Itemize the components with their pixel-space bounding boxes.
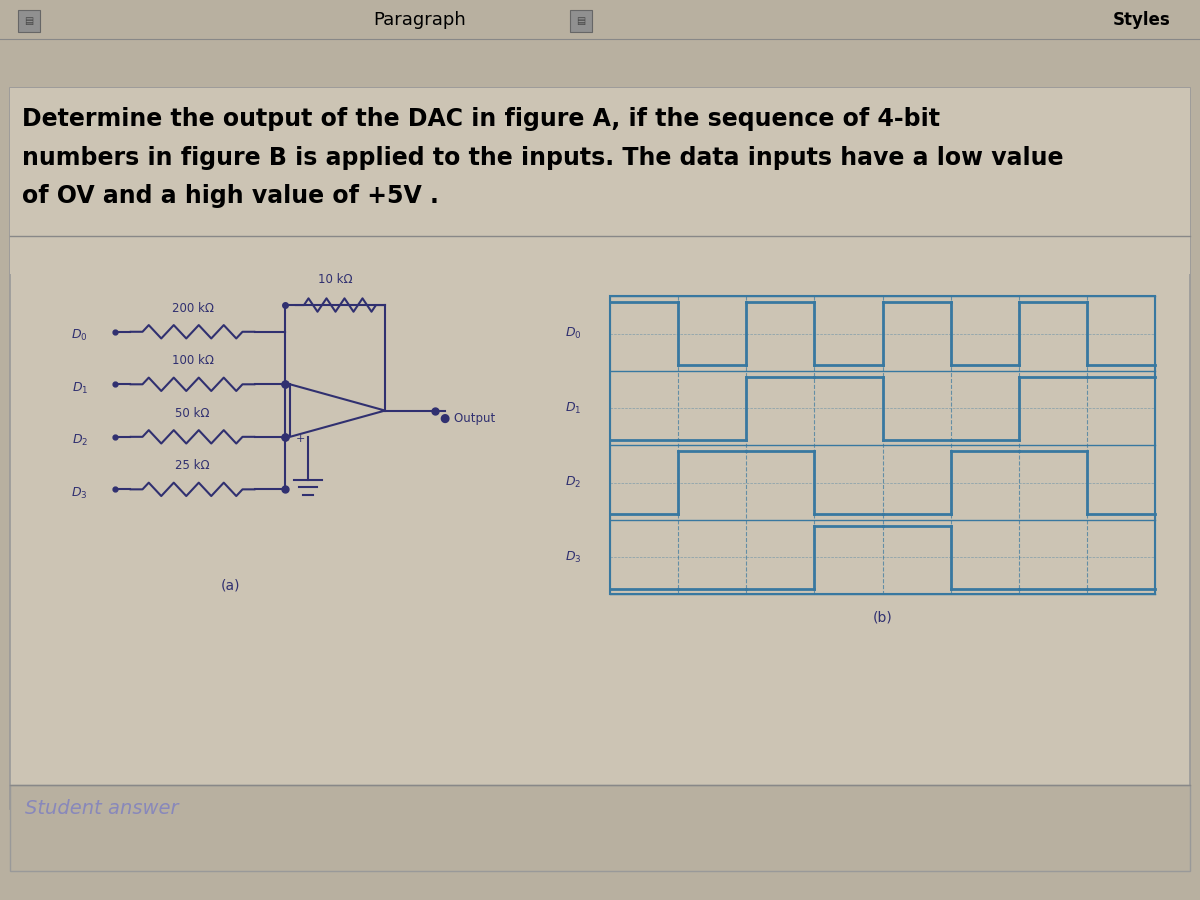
Bar (18, 10, 40, 32)
Text: numbers in figure B is applied to the inputs. The data inputs have a low value: numbers in figure B is applied to the in… (22, 146, 1063, 169)
Text: 100 kΩ: 100 kΩ (172, 354, 214, 367)
Text: $D_2$: $D_2$ (565, 475, 581, 491)
Text: 50 kΩ: 50 kΩ (175, 407, 210, 419)
Text: of OV and a high value of +5V .: of OV and a high value of +5V . (22, 184, 439, 208)
Bar (10, 88, 1190, 274)
Text: Styles: Styles (1112, 11, 1170, 29)
Bar (610, 296, 1154, 594)
Text: +: + (296, 434, 305, 444)
Text: Student answer: Student answer (25, 799, 179, 818)
Text: 200 kΩ: 200 kΩ (172, 302, 214, 315)
Text: (b): (b) (872, 610, 893, 624)
Text: $D_3$: $D_3$ (565, 550, 582, 564)
Text: $D_1$: $D_1$ (565, 400, 581, 416)
Text: ● Output: ● Output (440, 412, 496, 426)
Text: $D_2$: $D_2$ (72, 433, 88, 448)
Text: $D_0$: $D_0$ (71, 328, 88, 343)
Text: $D_1$: $D_1$ (72, 381, 88, 396)
Bar (570, 10, 592, 32)
Bar (10, 88, 1190, 809)
Text: Determine the output of the DAC in figure A, if the sequence of 4-bit: Determine the output of the DAC in figur… (22, 107, 940, 131)
Text: $D_3$: $D_3$ (72, 486, 88, 500)
Text: Paragraph: Paragraph (373, 11, 467, 29)
Bar (10, 786, 1190, 871)
Text: ▤: ▤ (576, 16, 586, 26)
Text: (a): (a) (221, 579, 240, 592)
Text: $D_0$: $D_0$ (565, 326, 582, 341)
Text: 10 kΩ: 10 kΩ (318, 273, 353, 286)
Text: ▤: ▤ (24, 16, 34, 26)
Text: 25 kΩ: 25 kΩ (175, 459, 210, 472)
